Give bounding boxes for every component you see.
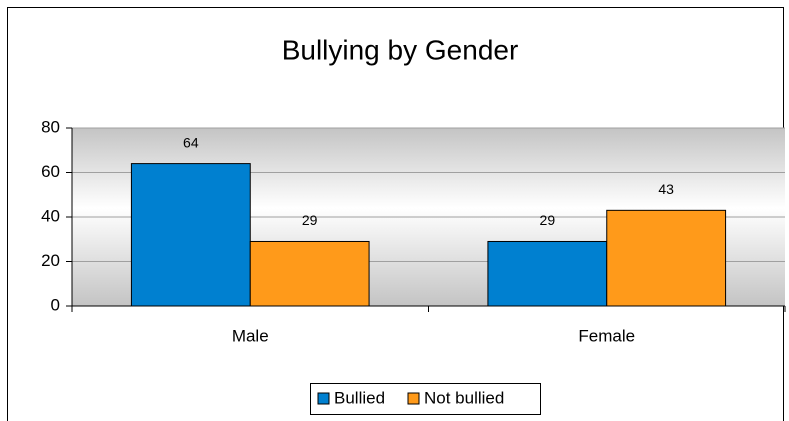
data-label: 43 [658, 181, 674, 197]
y-tick-label: 0 [51, 295, 60, 314]
x-tick-label: Male [232, 326, 269, 345]
data-label: 29 [540, 212, 556, 228]
data-label: 29 [302, 212, 318, 228]
bar [130, 163, 251, 307]
legend-swatch [317, 392, 330, 405]
bar [487, 240, 608, 307]
legend-box [310, 383, 541, 415]
chart-title: Bullying by Gender [282, 34, 519, 65]
legend-swatch [407, 392, 420, 405]
bar [606, 209, 727, 307]
y-tick-label: 60 [41, 162, 60, 181]
data-label: 64 [183, 134, 199, 150]
legend-label: Bullied [334, 388, 385, 407]
y-tick-label: 80 [41, 117, 60, 136]
x-tick-label: Female [578, 326, 635, 345]
y-tick-label: 40 [41, 206, 60, 225]
bar [249, 240, 370, 307]
y-tick-label: 20 [41, 251, 60, 270]
legend-label: Not bullied [424, 388, 504, 407]
